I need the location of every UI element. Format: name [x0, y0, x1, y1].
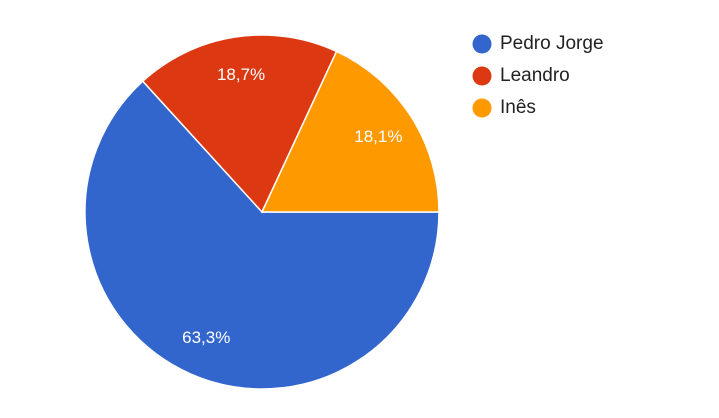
legend-label: Leandro	[500, 65, 570, 86]
pie-slice	[260, 50, 440, 213]
legend-marker	[472, 34, 492, 54]
data-label: 18,7%	[217, 65, 265, 84]
pie-slice	[141, 34, 338, 214]
data-label: 63,3%	[182, 328, 230, 347]
pie-slice	[84, 80, 440, 390]
data-label: 18,1%	[354, 127, 402, 146]
legend-marker	[472, 66, 492, 86]
legend-label: Inês	[500, 97, 536, 118]
legend-marker	[472, 98, 492, 118]
legend-label: Pedro Jorge	[500, 33, 604, 54]
